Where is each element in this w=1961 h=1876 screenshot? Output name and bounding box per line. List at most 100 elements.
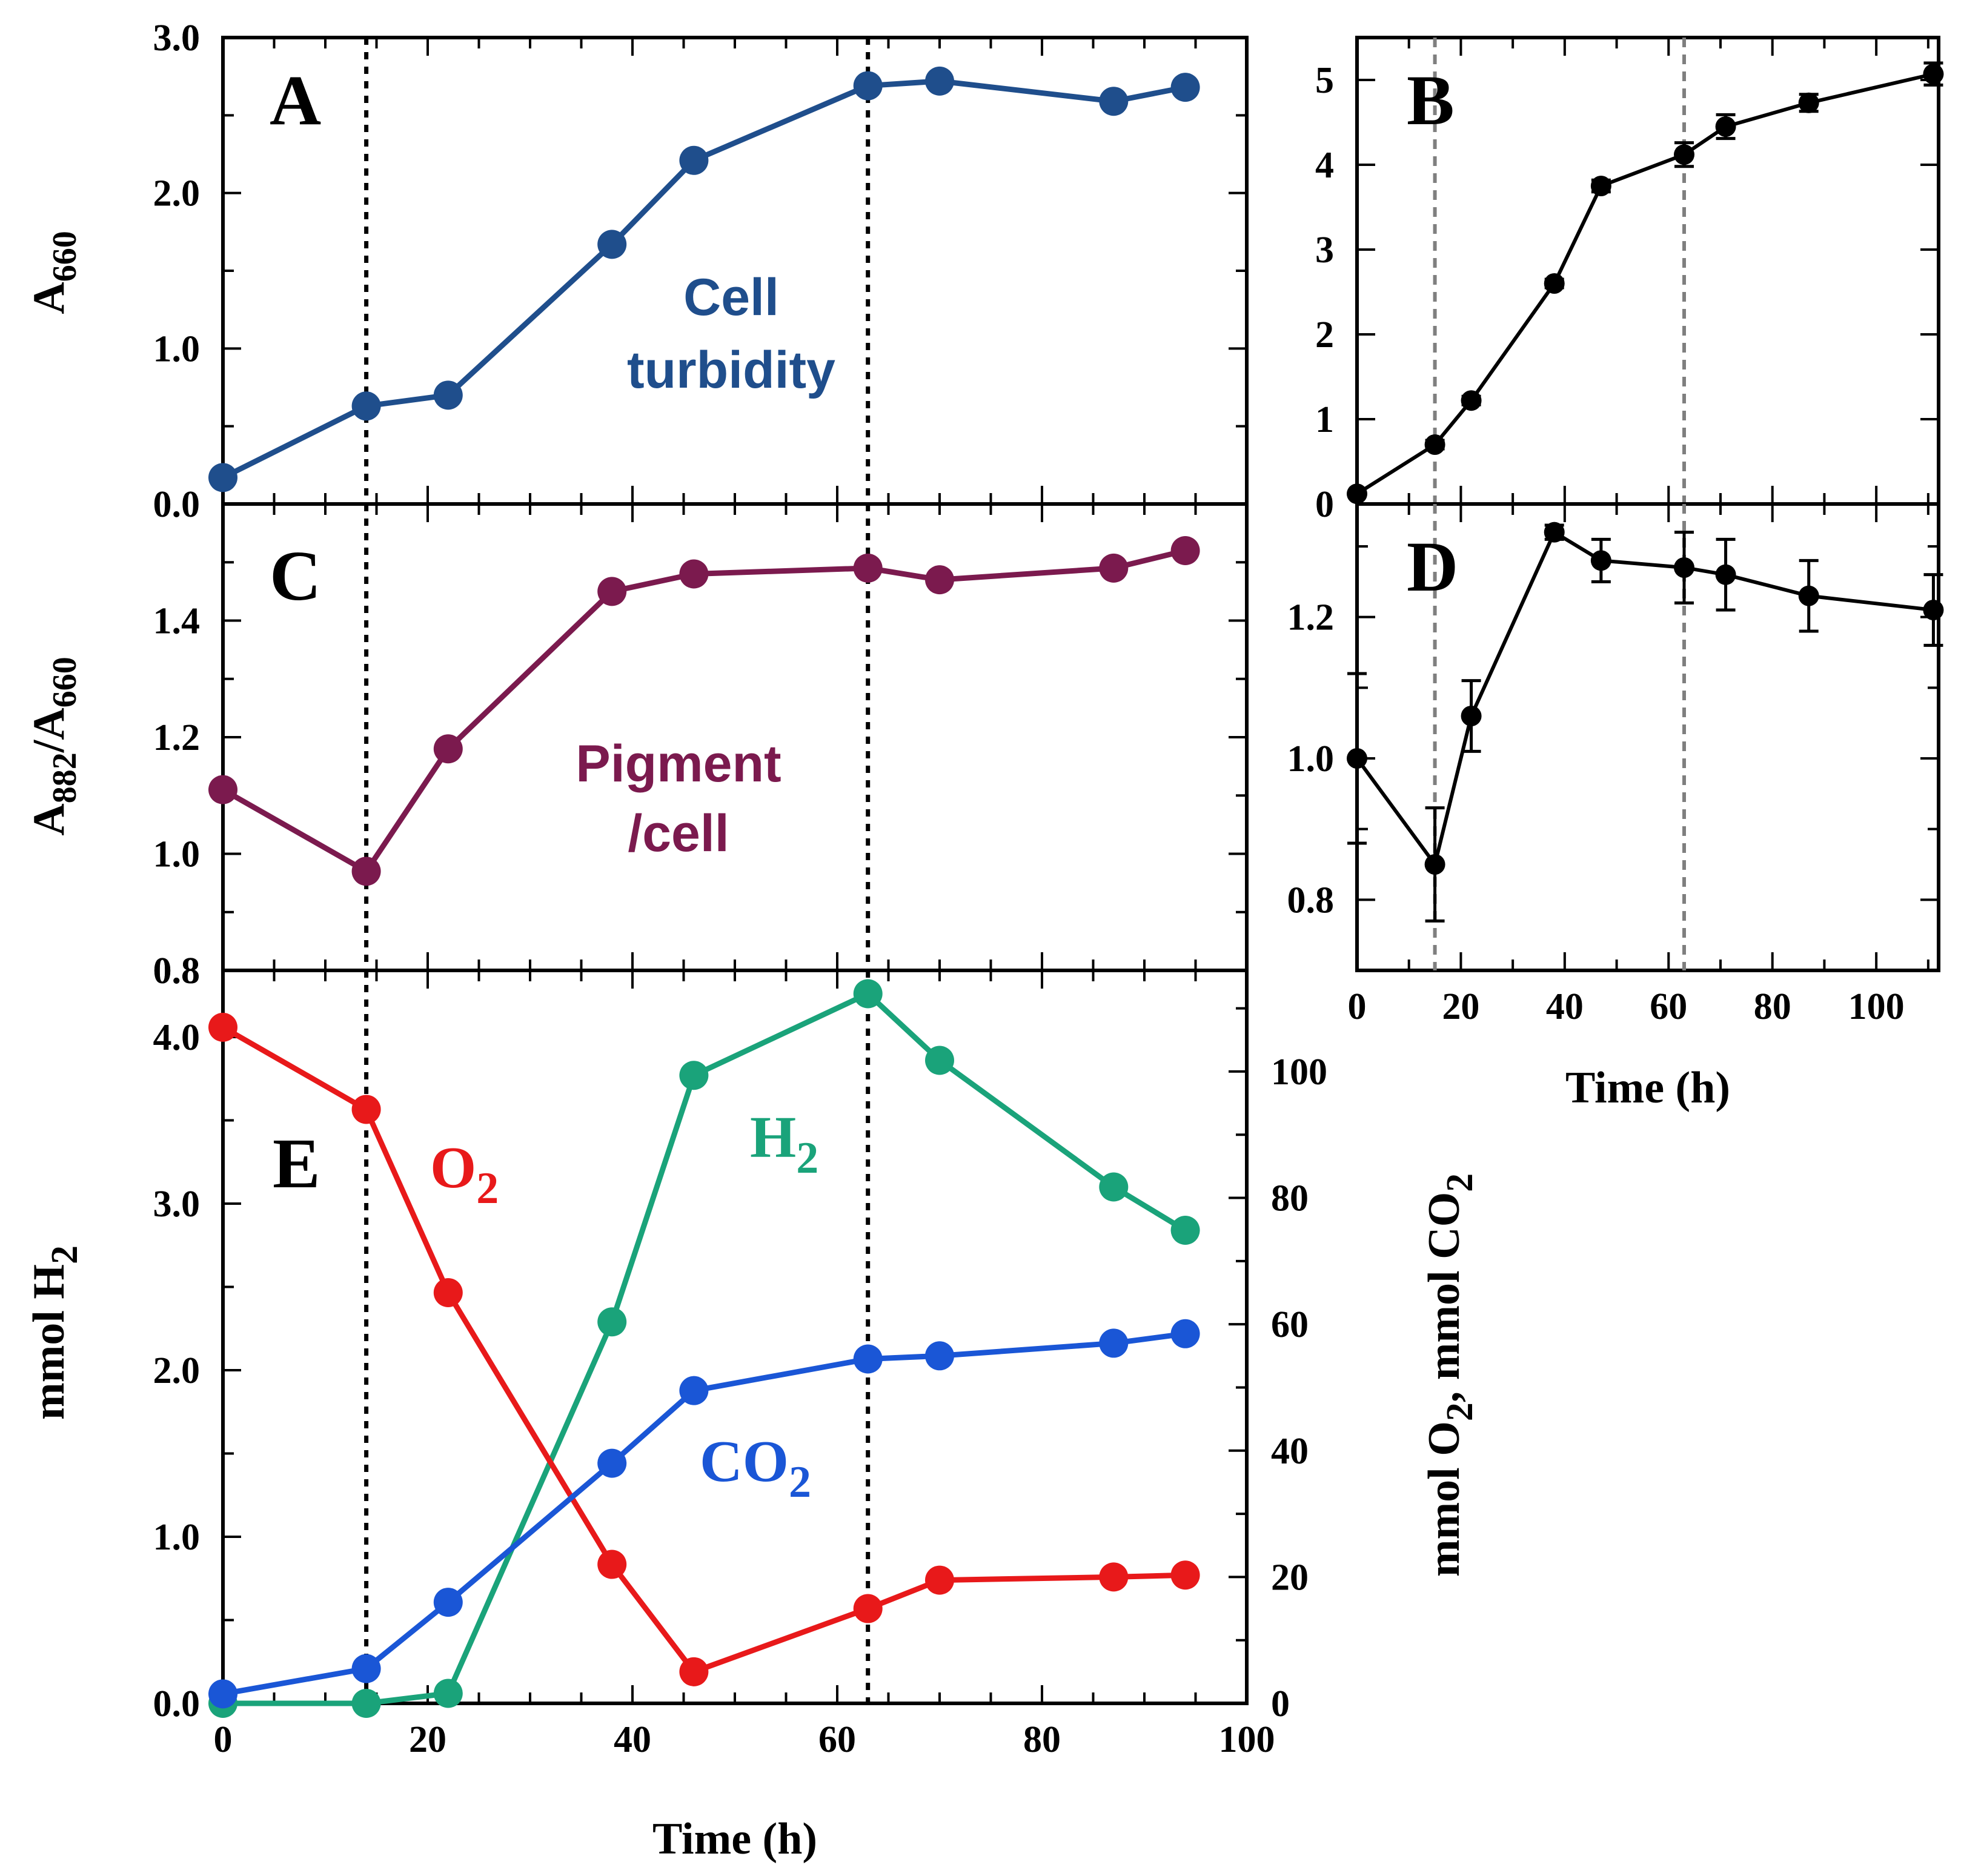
- series-b-point: [1923, 64, 1944, 85]
- series-pigment-cell-point: [679, 559, 709, 589]
- panel-a-ytick-label: 3.0: [153, 18, 201, 59]
- panel-d-series: [1347, 522, 1944, 923]
- pigment-annotation-1: Pigment: [576, 735, 781, 793]
- series-cell-turbidity-point: [208, 463, 237, 492]
- panel-b: 0 1 2 3 4 5 B: [1315, 36, 1944, 525]
- series-co2-point: [679, 1376, 709, 1405]
- panel-a-ylabel-main: A: [24, 282, 74, 314]
- panel-c: 0.81.01.21.40.8 C A882/A660 Pigment /cel…: [24, 502, 1249, 992]
- series-cell-turbidity-point: [597, 230, 627, 259]
- panel-a-series: [208, 66, 1200, 492]
- panel-a-vlines: [364, 38, 871, 504]
- panel-e-ylabel-right: mmol O2, mmol CO2: [1419, 1173, 1481, 1577]
- o2-annotation: O2: [430, 1135, 499, 1213]
- panel-a-ytick-label: 1.0: [153, 328, 201, 370]
- panel-d-xtick-label: 60: [1650, 986, 1687, 1027]
- panel-a: 0.01.02.03.03.0 A A660 Cell turbidity: [24, 18, 1249, 525]
- panel-e-ylabel-right-sub: 2: [1439, 1402, 1481, 1421]
- panel-e-ytick-right-label: 40: [1271, 1431, 1309, 1472]
- panel-d-xtick-label: 100: [1848, 986, 1905, 1027]
- panel-b-ticks: 0 1 2 3 4 5: [1315, 38, 1939, 525]
- panel-e-ytick-label: 0.0: [153, 1683, 201, 1725]
- panel-e-ylabel-left-sub: 2: [44, 1245, 85, 1264]
- series-d-point: [1347, 748, 1367, 769]
- series-h2-point: [433, 1679, 463, 1708]
- panel-e-ylabel-left: mmol H2: [24, 1245, 85, 1420]
- series-co2-point: [1170, 1319, 1200, 1348]
- panel-e-label: E: [273, 1124, 320, 1203]
- panel-c-ytick-label: 1.0: [153, 834, 201, 875]
- co2-annotation: CO2: [700, 1429, 811, 1507]
- panel-b-ytick-label: 4: [1315, 145, 1334, 186]
- series-o2-point: [679, 1657, 709, 1686]
- series-co2-point: [853, 1344, 883, 1374]
- cell-turbidity-annotation-1: Cell: [683, 268, 779, 326]
- series-o2-point: [597, 1550, 627, 1579]
- panel-e-ytick-label: 4.0: [153, 1017, 201, 1058]
- panel-e-ylabel-right-sub2: 2: [1439, 1173, 1481, 1192]
- panel-a-label: A: [270, 61, 321, 140]
- series-pigment-cell-point: [853, 553, 883, 583]
- o2-annotation-main: O: [430, 1135, 476, 1201]
- series-b-point: [1715, 116, 1736, 137]
- panel-e: 0 20 40 60 80 1000.01.02.03.04.0020406080100 …: [24, 969, 1481, 1864]
- panel-d-label: D: [1407, 527, 1458, 606]
- panel-e-ytick-label: 3.0: [153, 1184, 201, 1225]
- panel-e-ylabel-right-mid: , mmol CO: [1419, 1192, 1469, 1402]
- cell-turbidity-annotation-2: turbidity: [627, 341, 835, 399]
- panel-b-ytick-label: 5: [1315, 60, 1334, 101]
- series-b-point: [1544, 273, 1565, 294]
- panel-c-ytick-label: 1.4: [153, 601, 201, 642]
- panel-b-ytick-label: 0: [1315, 484, 1334, 525]
- series-cell-turbidity-point: [853, 71, 883, 101]
- series-co2-point: [351, 1654, 381, 1683]
- panel-d-xlabel: Time (h): [1565, 1063, 1730, 1113]
- panel-d: 0 20 40 60 80 100 0.8 1.0 1.2 D Time (h): [1287, 502, 1944, 1113]
- panel-d-xtick-label: 20: [1442, 986, 1479, 1027]
- series-pigment-cell-point: [925, 565, 954, 595]
- panel-c-label: C: [270, 536, 321, 615]
- series-d-point: [1715, 564, 1736, 585]
- panel-a-ytick-label: 3.0: [153, 18, 201, 59]
- panel-e-ytick-right-label: 100: [1271, 1052, 1327, 1093]
- co2-annotation-main: CO: [700, 1429, 789, 1494]
- panel-c-ytick-label: 0.8: [153, 950, 201, 992]
- series-o2-point: [208, 1012, 237, 1042]
- series-pigment-cell-point: [208, 775, 237, 804]
- series-o2-point: [433, 1278, 463, 1307]
- series-o2-point: [853, 1594, 883, 1623]
- pigment-annotation-2: /cell: [628, 804, 729, 863]
- series-b-point: [1798, 92, 1819, 113]
- series-o2-point: [351, 1095, 381, 1124]
- panel-e-ticks: 0 20 40 60 80 100 0.0 1.0 2.0 3.0 4.0 0 20 40 60 80 100: [153, 970, 1327, 1760]
- series-b-point: [1674, 144, 1694, 165]
- panel-e-ytick-label: 1.0: [153, 1517, 201, 1558]
- series-co2-point: [1099, 1328, 1129, 1358]
- o2-annotation-sub: 2: [476, 1164, 499, 1213]
- series-cell-turbidity-point: [1099, 87, 1129, 116]
- series-h2-point: [597, 1307, 627, 1337]
- series-pigment-cell-point: [1099, 553, 1129, 583]
- series-h2-point: [1099, 1172, 1129, 1202]
- series-cell-turbidity-point: [679, 145, 709, 175]
- panel-d-xtick-label: 40: [1546, 986, 1584, 1027]
- panel-e-xtick-label: 80: [1023, 1719, 1061, 1760]
- panel-c-ytick-label: 0.8: [153, 950, 201, 992]
- series-cell-turbidity-point: [433, 380, 463, 410]
- series-b-point: [1590, 176, 1611, 196]
- panel-e-xtick-label: 0: [214, 1719, 233, 1760]
- panel-e-xtick-label: 20: [409, 1719, 446, 1760]
- panel-d-xtick-label: 80: [1754, 986, 1791, 1027]
- panel-a-ylabel: A660: [24, 231, 84, 314]
- panel-a-ticks: 0.01.02.03.03.0: [153, 18, 1248, 525]
- co2-annotation-sub: 2: [789, 1457, 811, 1507]
- panel-e-frame: [221, 969, 1249, 1705]
- series-h2-point: [925, 1046, 954, 1075]
- panel-e-ytick-right-label: 60: [1271, 1304, 1309, 1345]
- series-h2-point: [853, 979, 883, 1009]
- panel-c-ylabel-mid: /A: [24, 708, 74, 753]
- panel-c-ytick-label: 1.2: [153, 717, 201, 758]
- panel-c-ylabel-sub: 882: [46, 752, 84, 803]
- series-cell-turbidity-point: [925, 66, 954, 96]
